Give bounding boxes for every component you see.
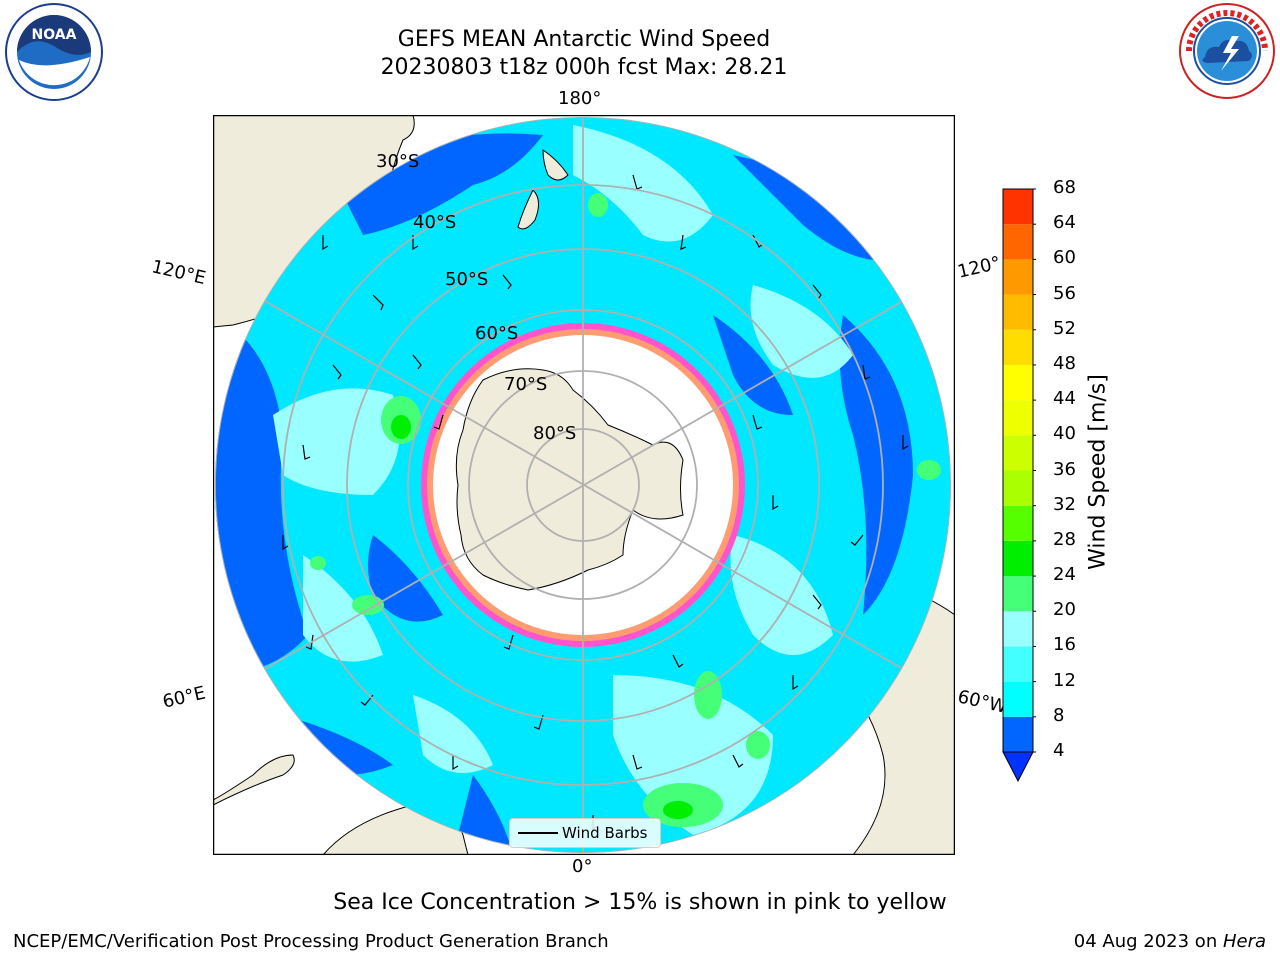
wind-speed-contour [368, 535, 443, 622]
colorbar-bin [1003, 646, 1033, 682]
wind-speed-contour [746, 731, 770, 759]
colorbar-bin [1003, 435, 1033, 471]
wind-speed-contour [713, 315, 793, 415]
colorbar-tick-label: 32 [1053, 493, 1076, 515]
chart-title: GEFS MEAN Antarctic Wind Speed [397, 27, 771, 52]
wind-speed-contour [839, 315, 913, 615]
wind-speed-contour [730, 535, 833, 655]
wind-speed-contour [391, 415, 411, 439]
colorbar-tick-label: 68 [1053, 177, 1076, 198]
wind-speed-contour [273, 388, 400, 495]
wind-barbs [282, 174, 909, 831]
colorbar-bin [1003, 716, 1033, 752]
wind-speed-contour [573, 125, 713, 242]
colorbar-under-triangle [1002, 751, 1034, 783]
colorbar-bin [1003, 364, 1033, 401]
legend-line-swatch [518, 832, 558, 834]
lat-label: 50°S [445, 269, 489, 290]
colorbar-bin [1003, 189, 1033, 225]
wind-speed-contour [663, 801, 693, 819]
noaa-logo: NOAA [4, 2, 104, 106]
colorbar-bin [1003, 681, 1033, 717]
lon-label-left-lower: 60°E [160, 682, 208, 713]
lat-label: 80°S [533, 423, 577, 444]
lon-label-right-upper: 120° [955, 252, 1003, 283]
antarctica-landmass [455, 368, 684, 591]
colorbar-tick-label: 56 [1053, 282, 1076, 304]
wind-speed-contour [750, 285, 853, 378]
colorbar-bin [1003, 329, 1033, 365]
colorbar-tick-label: 60 [1053, 247, 1076, 269]
lat-label: 70°S [504, 374, 548, 395]
svg-text:NOAA: NOAA [32, 27, 77, 43]
footer-machine: Hera [1222, 931, 1266, 952]
colorbar-tick-label: 52 [1053, 317, 1076, 339]
graticule [215, 117, 951, 853]
colorbar-tick-label: 36 [1053, 458, 1076, 480]
wind-speed-contour [917, 460, 941, 480]
colorbar-tick-label: 40 [1053, 423, 1076, 445]
colorbar-bin [1003, 400, 1033, 436]
map-legend: Wind Barbs [509, 818, 661, 848]
lon-label-bottom: 0° [572, 856, 593, 877]
lon-label-left-upper: 120°E [149, 256, 208, 290]
lat-label: 40°S [413, 212, 457, 233]
colorbar [1000, 185, 1038, 789]
colorbar-tick-label: 24 [1053, 564, 1076, 586]
colorbar-tick-label: 8 [1053, 704, 1065, 726]
colorbar-tick-label: 4 [1053, 740, 1065, 761]
sea-ice-note: Sea Ice Concentration > 15% is shown in … [333, 890, 947, 915]
new-zealand-landmass [517, 149, 569, 230]
colorbar-tick-label: 48 [1053, 352, 1076, 374]
wind-speed-contour [310, 556, 326, 570]
colorbar-bin [1003, 470, 1033, 506]
legend-label: Wind Barbs [562, 824, 648, 842]
colorbar-bin [1003, 505, 1033, 541]
lat-label: 60°S [475, 323, 519, 344]
wind-speed-contour [588, 193, 608, 217]
footer-date: 04 Aug 2023 on Hera [1074, 931, 1266, 952]
nws-logo [1177, 1, 1277, 105]
colorbar-bin [1003, 224, 1033, 260]
colorbar-tick-label: 12 [1053, 669, 1076, 691]
polar-map [213, 115, 955, 859]
colorbar-tick-label: 44 [1053, 388, 1076, 410]
chart-subtitle: 20230803 t18z 000h fcst Max: 28.21 [380, 55, 788, 80]
colorbar-tick-label: 28 [1053, 528, 1076, 550]
footer-date-text: 04 Aug 2023 on [1073, 931, 1223, 952]
colorbar-bin [1003, 540, 1033, 577]
colorbar-bin [1003, 294, 1033, 330]
wind-speed-contour [215, 315, 308, 675]
colorbar-tick-label: 16 [1053, 634, 1076, 656]
colorbar-tick-label: 20 [1053, 599, 1076, 621]
wind-speed-contour [413, 695, 493, 773]
colorbar-tick-label: 64 [1053, 212, 1076, 234]
wind-speed-contour [694, 671, 722, 719]
footer-organization: NCEP/EMC/Verification Post Processing Pr… [13, 931, 609, 952]
colorbar-bin [1003, 259, 1033, 295]
colorbar-title: Wind Speed [m/s] [1085, 374, 1111, 570]
colorbar-bin [1003, 611, 1033, 647]
lat-label: 30°S [376, 151, 420, 172]
colorbar-bin [1003, 576, 1033, 612]
lon-label-top: 180° [558, 88, 602, 109]
